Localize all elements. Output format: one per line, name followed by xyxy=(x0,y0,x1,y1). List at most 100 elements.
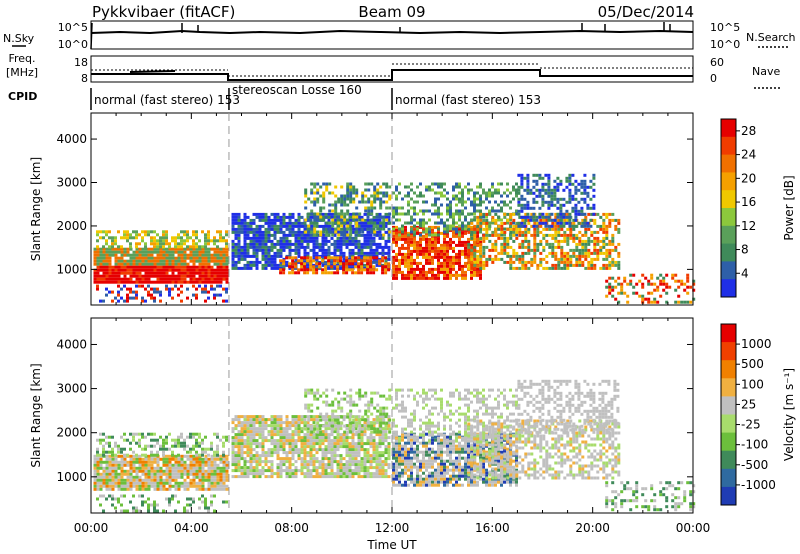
rti-cell xyxy=(225,457,229,461)
rti-cell xyxy=(342,251,346,255)
rti-cell xyxy=(201,453,204,457)
rti-cell xyxy=(593,251,597,255)
rti-cell xyxy=(117,447,120,451)
rti-cell xyxy=(330,266,334,270)
rti-cell xyxy=(410,249,413,253)
rti-cell xyxy=(306,271,310,275)
rti-cell xyxy=(288,439,292,443)
rti-cell xyxy=(135,509,138,513)
rti-cell xyxy=(357,233,361,237)
rti-cell xyxy=(392,237,395,241)
rti-cell xyxy=(174,236,177,240)
rti-cell xyxy=(518,245,522,249)
rti-cell xyxy=(126,250,130,254)
rti-cell xyxy=(177,438,180,442)
rti-cell xyxy=(440,255,443,259)
rti-cell xyxy=(219,478,223,482)
rti-cell xyxy=(494,212,498,216)
rti-cell xyxy=(258,475,262,479)
rti-cell xyxy=(255,430,259,434)
rti-cell xyxy=(339,251,343,255)
rti-cell xyxy=(584,254,588,258)
rti-cell xyxy=(422,212,425,216)
rti-cell xyxy=(291,433,295,437)
rti-cell xyxy=(312,268,316,272)
rti-cell xyxy=(300,457,304,461)
rti-cell xyxy=(108,457,112,461)
rti-cell xyxy=(225,274,229,278)
rti-cell xyxy=(327,218,331,222)
rti-cell xyxy=(102,447,105,451)
rti-cell xyxy=(512,224,516,228)
rti-cell xyxy=(246,454,250,458)
rti-cell xyxy=(108,247,112,251)
rti-cell xyxy=(605,279,609,283)
rti-cell xyxy=(165,268,169,272)
rti-cell xyxy=(343,215,347,219)
rti-cell xyxy=(357,245,361,249)
rti-cell xyxy=(569,248,573,252)
rti-cell xyxy=(204,478,208,482)
rti-cell xyxy=(455,185,458,189)
rti-cell xyxy=(300,418,304,422)
rti-cell xyxy=(120,463,124,467)
rti-cell xyxy=(177,287,180,291)
rti-cell xyxy=(376,194,380,198)
rti-cell xyxy=(99,268,103,272)
rti-cell xyxy=(536,248,540,252)
rti-cell xyxy=(303,418,307,422)
rti-cell xyxy=(237,469,241,473)
rti-cell xyxy=(246,427,250,431)
rti-cell xyxy=(96,447,99,451)
rti-cell xyxy=(198,484,202,488)
rti-cell xyxy=(491,245,495,249)
rti-cell xyxy=(333,263,337,267)
rti-cell xyxy=(102,432,105,436)
rti-cell xyxy=(599,239,603,243)
rti-cell xyxy=(653,288,657,292)
rti-cell xyxy=(138,460,142,464)
rti-cell xyxy=(300,430,304,434)
rti-cell xyxy=(686,276,690,280)
rti-cell xyxy=(273,266,277,270)
rti-cell xyxy=(316,182,320,186)
rti-cell xyxy=(379,203,383,207)
rti-cell xyxy=(96,259,100,263)
rti-cell xyxy=(605,215,609,219)
rti-cell xyxy=(297,218,301,222)
rti-cell xyxy=(138,438,141,442)
rti-cell xyxy=(316,188,320,192)
rti-cell xyxy=(264,236,268,240)
rti-cell xyxy=(99,466,103,470)
rti-cell xyxy=(346,227,350,231)
rti-cell xyxy=(195,432,198,436)
rti-cell xyxy=(240,227,244,231)
rti-cell xyxy=(186,444,189,448)
rti-cell xyxy=(583,191,587,195)
rti-cell xyxy=(608,260,612,264)
rti-cell xyxy=(479,249,482,253)
rti-cell xyxy=(470,200,473,204)
rti-cell xyxy=(126,265,130,269)
rti-cell xyxy=(186,481,190,485)
rti-cell xyxy=(563,236,567,240)
rti-cell xyxy=(123,457,127,461)
rti-cell xyxy=(201,290,204,294)
rti-cell xyxy=(375,221,379,225)
rti-cell xyxy=(476,191,479,195)
rti-cell xyxy=(144,475,148,479)
rti-cell xyxy=(105,233,108,237)
rti-cell xyxy=(129,469,133,473)
rti-cell xyxy=(506,245,510,249)
rti-cell xyxy=(659,273,663,277)
rti-cell xyxy=(330,230,334,234)
rti-cell xyxy=(473,254,477,258)
rti-cell xyxy=(252,427,256,431)
rti-cell xyxy=(551,221,555,225)
rti-cell xyxy=(392,249,395,253)
rti-cell xyxy=(111,481,115,485)
rti-cell xyxy=(346,188,350,192)
rti-cell xyxy=(279,424,283,428)
rti-cell xyxy=(276,415,280,419)
rti-cell xyxy=(303,448,307,452)
